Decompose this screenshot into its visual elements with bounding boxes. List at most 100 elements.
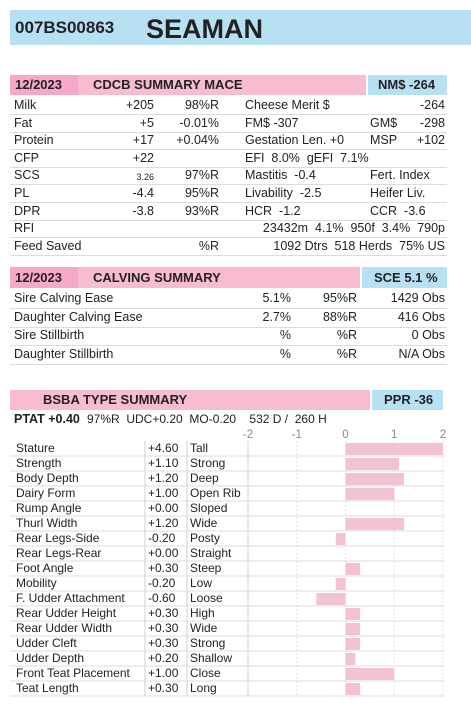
section-title: BSBA TYPE SUMMARY	[43, 392, 188, 407]
bar	[345, 638, 361, 650]
cell-text: SCS	[14, 168, 40, 183]
bar	[345, 488, 395, 500]
cell-text: +0.30	[148, 621, 179, 635]
bar	[345, 668, 395, 680]
section-title: CDCB SUMMARY MACE	[93, 77, 243, 92]
bull-name: SEAMAN	[146, 14, 264, 44]
title-cell	[78, 267, 360, 288]
cell-text: Rear Udder Height	[16, 606, 117, 620]
bull-code: 007BS00863	[15, 18, 115, 37]
cell-text: +1.00	[148, 486, 179, 500]
cell-text: Straight	[190, 546, 232, 560]
row-line	[10, 326, 447, 328]
bar	[345, 563, 361, 575]
cell-text: Heifer Liv.	[370, 186, 426, 200]
cell-text: Gestation Len. +0	[245, 133, 345, 148]
cell-text: +1.00	[148, 666, 179, 680]
cell-text: +1.20	[148, 471, 179, 485]
cell-text: Fat	[14, 115, 33, 130]
cell-text: Dairy Form	[16, 486, 76, 500]
x-tick-label: -1	[292, 429, 302, 441]
cell-text: %R	[336, 346, 357, 361]
cell-text: Tall	[190, 441, 209, 455]
title-cell	[10, 390, 370, 410]
row-line	[10, 308, 447, 309]
cell-text: Protein	[14, 133, 54, 148]
cell-text: DPR	[14, 203, 41, 218]
row-line	[10, 114, 447, 115]
cell-text: 2.7%	[262, 309, 292, 324]
bar	[345, 443, 443, 455]
cell-text: +102	[416, 133, 445, 148]
bar	[345, 653, 356, 665]
cell-text: -264	[419, 98, 445, 112]
cell-text: Sloped	[190, 501, 228, 515]
x-tick-label: 2	[440, 429, 446, 441]
cell-text: Daughter Calving Ease	[14, 309, 143, 324]
cell-text: 95%R	[322, 291, 357, 305]
cell-text: Front Teat Placement	[16, 666, 130, 680]
cell-text: -0.20	[148, 576, 176, 590]
cell-text: CFP	[14, 150, 39, 165]
cell-text: Wide	[190, 621, 218, 635]
cell-text: Livability -2.5	[245, 186, 322, 200]
cell-text: Milk	[14, 98, 37, 112]
cell-text: 93%R	[184, 203, 219, 218]
cell-text: +0.00	[148, 546, 179, 560]
cell-text: -0.60	[148, 591, 176, 605]
cell-text: Rear Udder Width	[16, 621, 113, 635]
index-cell	[372, 390, 443, 410]
cell-text: %R	[336, 328, 357, 342]
cell-text: -4.4	[132, 186, 154, 200]
cell-text: Deep	[190, 471, 219, 485]
cell-text: Feed Saved	[14, 238, 82, 253]
cell-text: Steep	[190, 561, 222, 575]
cell-text: Strong	[190, 456, 226, 470]
cell-text: Body Depth	[16, 471, 79, 485]
type-details: 97%R UDC+0.20 MO-0.20 532 D / 260 H	[87, 412, 327, 426]
cell-text: Udder Depth	[16, 651, 85, 665]
date-cell	[10, 75, 78, 95]
cell-text: Fert. Index	[370, 168, 430, 183]
cell-text: -3.8	[132, 203, 154, 218]
cell-text: Posty	[190, 531, 221, 545]
cell-text: +0.30	[148, 561, 179, 575]
cell-text: Strong	[190, 636, 226, 650]
bar	[335, 578, 346, 590]
cell-text: Sire Calving Ease	[14, 291, 114, 305]
cell-text: Open Rib	[190, 486, 241, 500]
bar	[345, 623, 361, 635]
cell-text: Strength	[16, 456, 62, 470]
bar	[345, 608, 361, 620]
cell-text: High	[190, 606, 215, 620]
cell-text: %R	[198, 238, 219, 253]
cell-text: RFI	[14, 221, 35, 236]
cell-text: Shallow	[190, 651, 233, 665]
cell-text: F. Udder Attachment	[16, 591, 125, 605]
bar	[335, 533, 346, 545]
cell-text: 1429 Obs	[390, 291, 445, 305]
cell-text: EFI 8.0% gEFI 7.1%	[245, 150, 369, 165]
index-cell	[368, 75, 447, 95]
bar	[316, 593, 346, 605]
cell-text: Thurl Width	[16, 516, 78, 530]
header-bar	[10, 10, 471, 45]
cell-text: Loose	[190, 591, 223, 605]
cell-text: Cheese Merit $	[245, 98, 330, 112]
cell-text: Mobility	[16, 576, 57, 590]
cell-text: +0.04%	[176, 133, 219, 148]
row-line	[10, 202, 447, 203]
row-line	[10, 149, 447, 151]
cell-text: -0.01%	[179, 115, 219, 130]
cell-text: Rear Legs-Side	[16, 531, 100, 545]
cell-text: Mastitis -0.4	[245, 168, 316, 183]
cell-text: -0.20	[148, 531, 176, 545]
cell-text: Stature	[16, 441, 55, 455]
bar	[345, 518, 404, 530]
cell-text: HCR -1.2	[245, 203, 301, 218]
section-date: 12/2023	[15, 270, 62, 285]
cell-text: 95%R	[184, 186, 219, 200]
bar	[345, 683, 361, 695]
row-line	[10, 219, 447, 221]
section-index: SCE 5.1 %	[374, 270, 438, 285]
